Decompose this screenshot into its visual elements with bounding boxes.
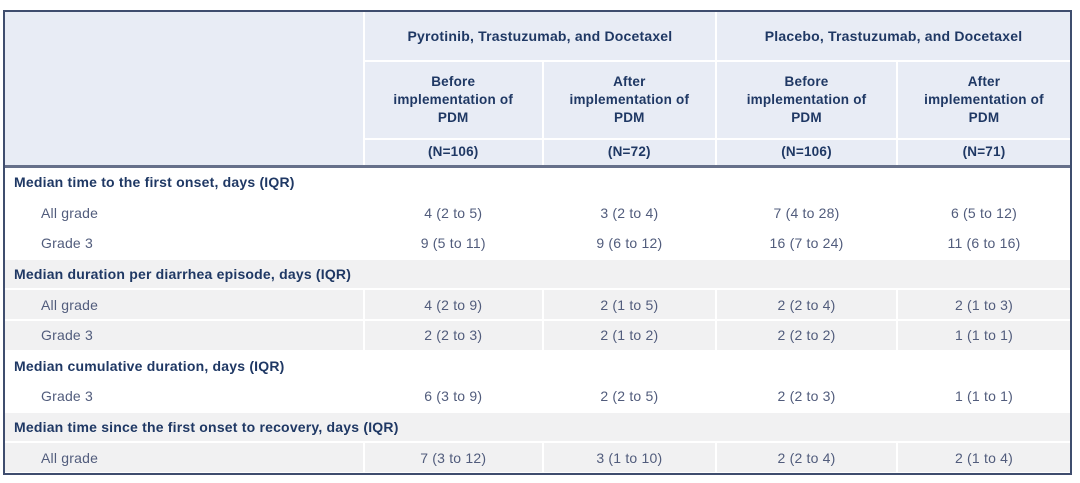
table-cell: 2 (1 to 4) — [897, 443, 1070, 472]
column-header-3-label: Before implementation of PDM — [746, 73, 867, 126]
table-body: Median time to the first onset, days (IQ… — [5, 168, 1070, 472]
table-cell: 1 (1 to 1) — [897, 320, 1070, 350]
row-label: All grade — [5, 443, 363, 472]
sample-size-4: (N=71) — [897, 140, 1070, 165]
column-header-3: Before implementation of PDM — [717, 62, 896, 138]
table-cell: 7 (4 to 28) — [717, 198, 896, 228]
row-label: All grade — [5, 198, 363, 228]
section-header-cumulative-duration: Median cumulative duration, days (IQR) — [5, 351, 1070, 381]
table-cell: 6 (5 to 12) — [897, 198, 1070, 228]
table-cell: 3 (1 to 10) — [543, 443, 716, 472]
table-cell: 3 (2 to 4) — [543, 198, 716, 228]
table-cell: 2 (1 to 3) — [897, 290, 1070, 319]
column-header-2: After implementation of PDM — [543, 62, 716, 138]
section-header-time-to-recovery: Median time since the first onset to rec… — [5, 412, 1070, 442]
row-label: Grade 3 — [5, 382, 363, 411]
column-header-4: After implementation of PDM — [897, 62, 1070, 138]
row-label: Grade 3 — [5, 320, 363, 350]
table-cell: 2 (2 to 3) — [717, 382, 896, 411]
table-cell: 2 (2 to 4) — [717, 290, 896, 319]
sample-size-3: (N=106) — [717, 140, 896, 165]
table-cell: 7 (3 to 12) — [364, 443, 542, 472]
table-header: Pyrotinib, Trastuzumab, and Docetaxel Pl… — [5, 12, 1070, 168]
table-cell: 4 (2 to 5) — [364, 198, 542, 228]
row-label: All grade — [5, 290, 363, 319]
table-cell: 2 (2 to 5) — [543, 382, 716, 411]
table-cell: 2 (2 to 3) — [364, 320, 542, 350]
column-header-1-label: Before implementation of PDM — [393, 73, 514, 126]
table-cell: 2 (1 to 5) — [543, 290, 716, 319]
row-label: Grade 3 — [5, 229, 363, 258]
column-group-placebo: Placebo, Trastuzumab, and Docetaxel — [717, 12, 1070, 60]
table-cell: 9 (5 to 11) — [364, 229, 542, 258]
table-cell: 2 (2 to 4) — [717, 443, 896, 472]
section-header-duration-per-episode: Median duration per diarrhea episode, da… — [5, 259, 1070, 289]
table-cell: 4 (2 to 9) — [364, 290, 542, 319]
column-header-1: Before implementation of PDM — [364, 62, 542, 138]
stub-header-cell — [5, 12, 363, 165]
table-cell: 11 (6 to 16) — [897, 229, 1070, 258]
table-cell: 2 (1 to 2) — [543, 320, 716, 350]
table-cell: 1 (1 to 1) — [897, 382, 1070, 411]
sample-size-1: (N=106) — [364, 140, 542, 165]
column-group-pyrotinib: Pyrotinib, Trastuzumab, and Docetaxel — [364, 12, 716, 60]
sample-size-2: (N=72) — [543, 140, 716, 165]
table-cell: 6 (3 to 9) — [364, 382, 542, 411]
column-header-4-label: After implementation of PDM — [924, 73, 1044, 126]
table-cell: 2 (2 to 2) — [717, 320, 896, 350]
table-cell: 9 (6 to 12) — [543, 229, 716, 258]
column-header-2-label: After implementation of PDM — [569, 73, 690, 126]
table-cell: 16 (7 to 24) — [717, 229, 896, 258]
section-header-time-to-first-onset: Median time to the first onset, days (IQ… — [5, 168, 1070, 197]
outcomes-table: Pyrotinib, Trastuzumab, and Docetaxel Pl… — [3, 10, 1072, 475]
